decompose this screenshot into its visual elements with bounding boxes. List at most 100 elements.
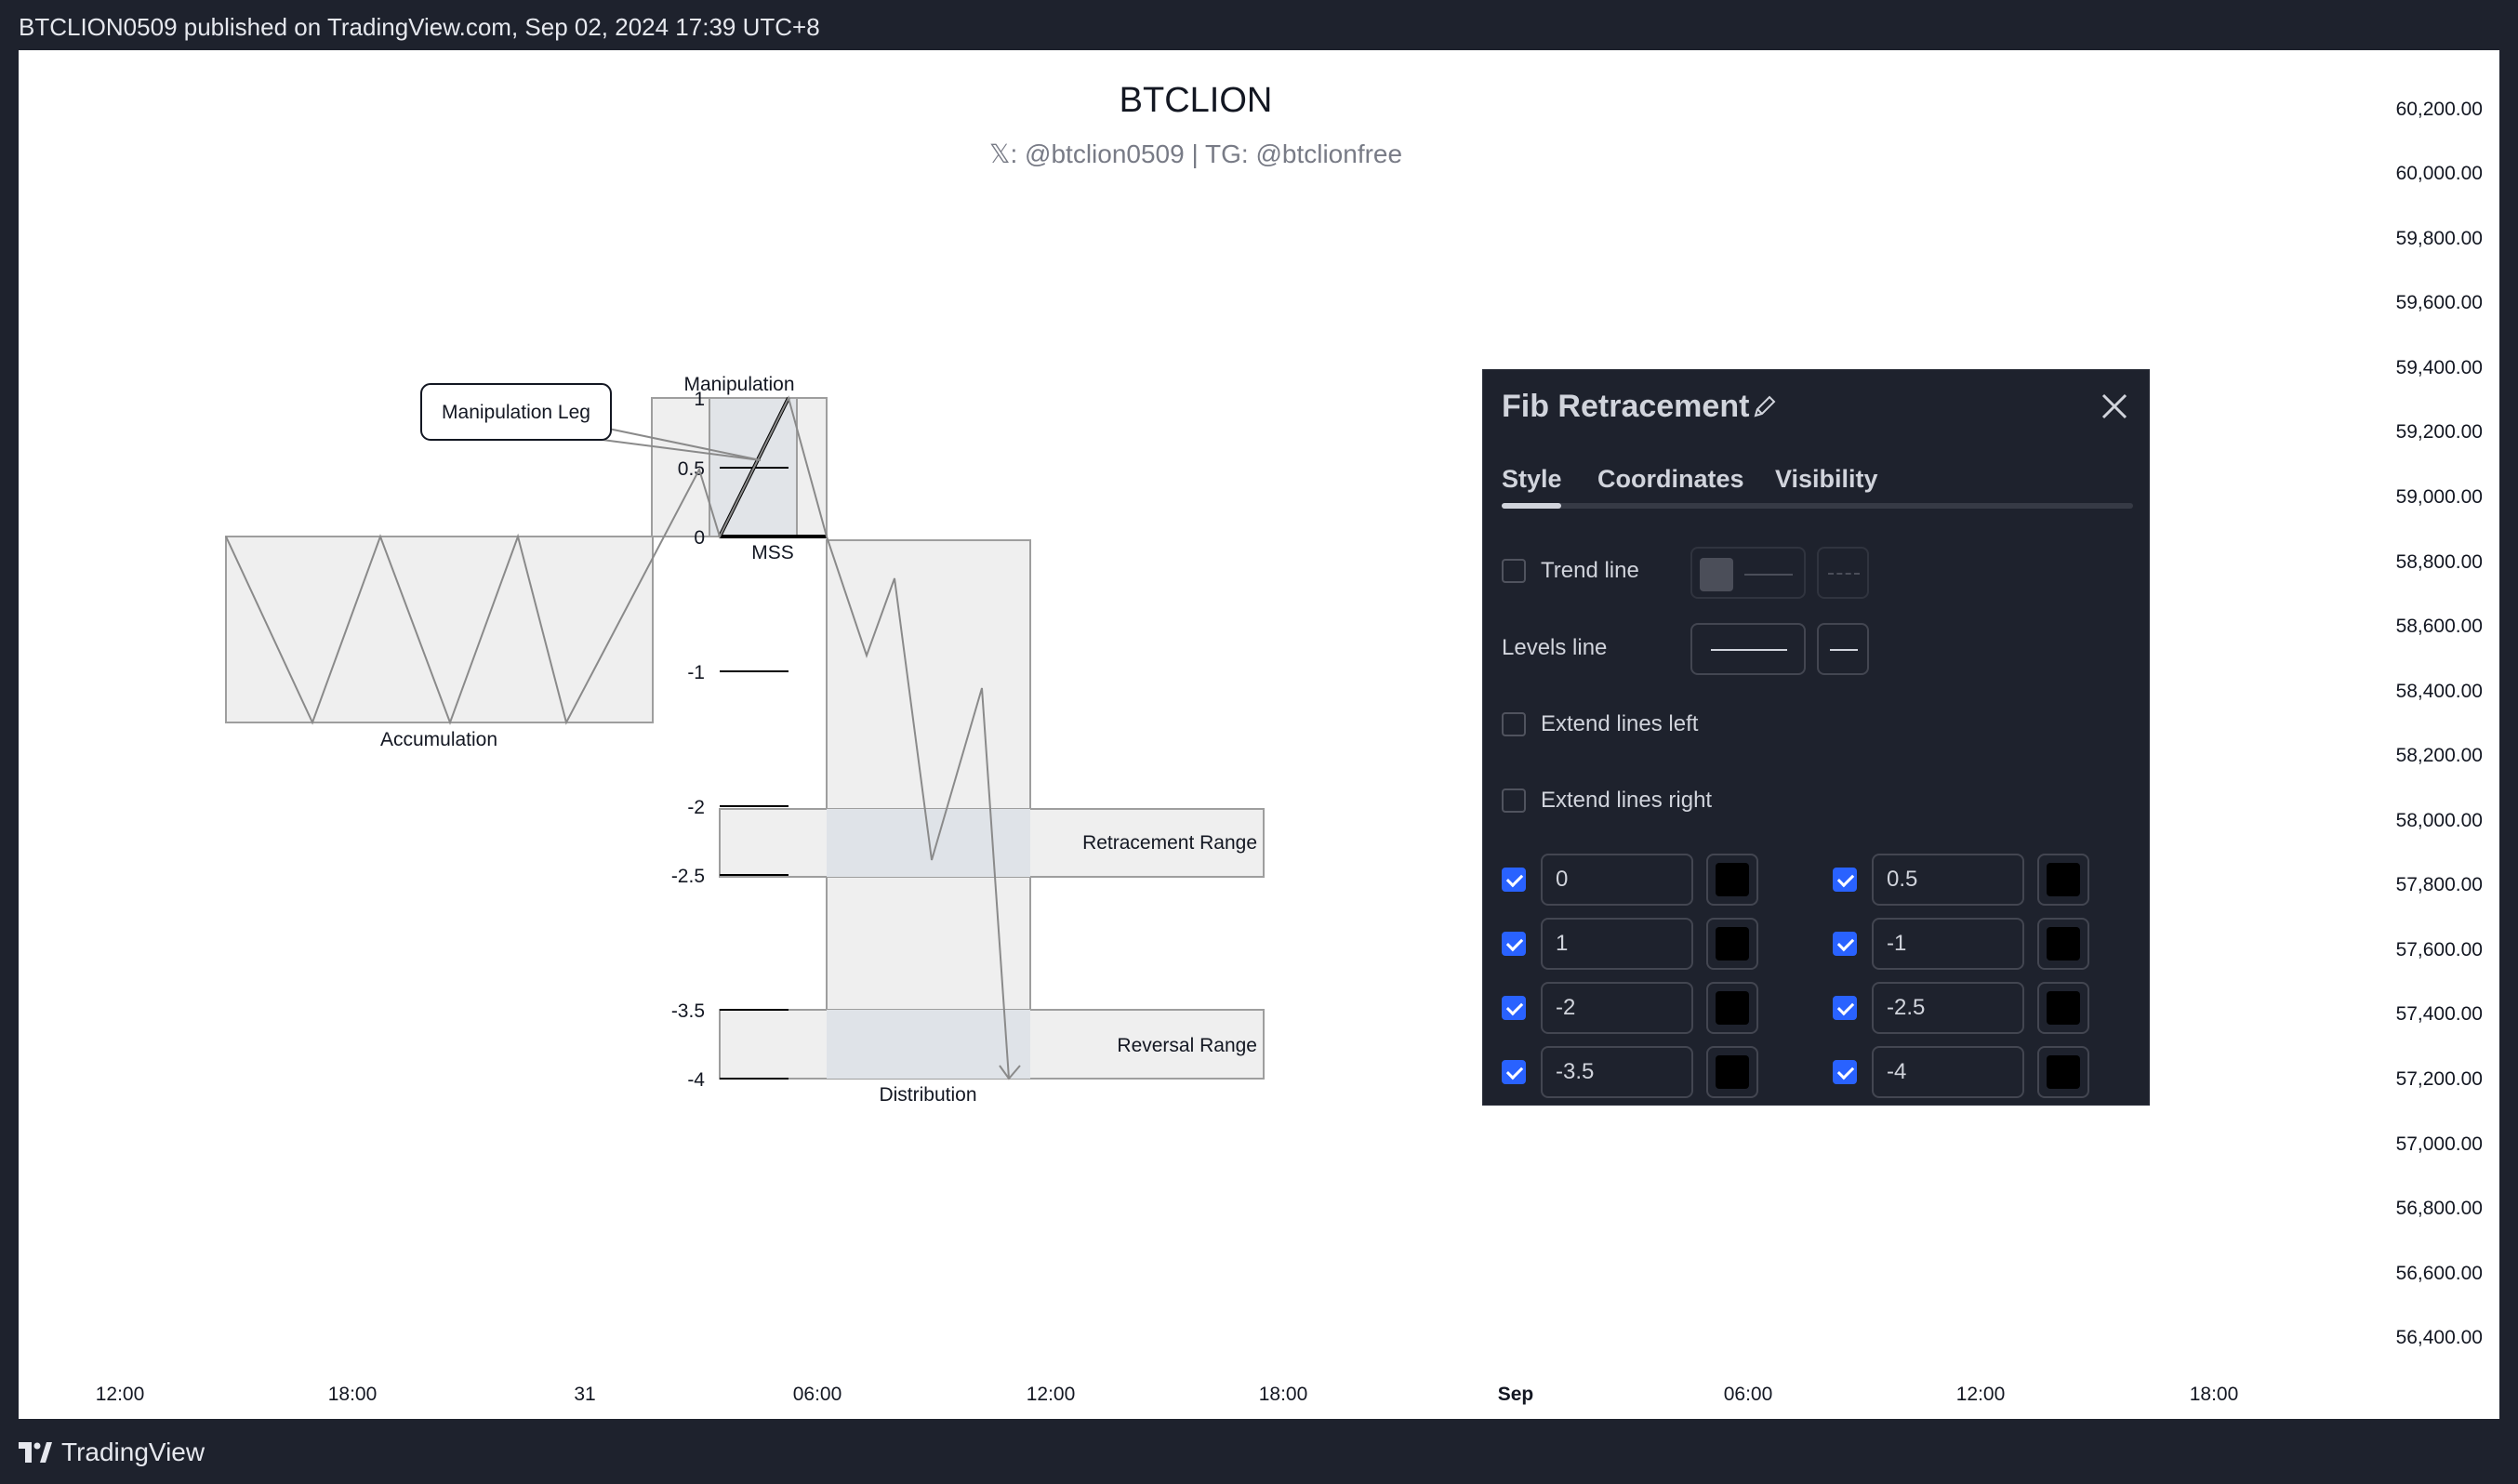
time-tick: 06:00	[793, 1384, 842, 1405]
callout-pointer	[594, 438, 762, 461]
level-input[interactable]: -4	[1872, 1046, 2024, 1098]
brand-name: TradingView	[61, 1438, 205, 1466]
fib-label: -4	[687, 1069, 705, 1091]
price-tick: 57,600.00	[2396, 939, 2483, 961]
levels-line-label: Levels line	[1502, 635, 1608, 660]
level-checkbox[interactable]	[1833, 1060, 1857, 1084]
level-input[interactable]: -2	[1541, 982, 1693, 1034]
level-checkbox[interactable]	[1502, 1060, 1526, 1084]
level-checkbox[interactable]	[1833, 868, 1857, 892]
tab-visibility[interactable]: Visibility	[1775, 465, 1878, 493]
price-tick: 59,000.00	[2396, 486, 2483, 508]
price-path[interactable]	[225, 395, 1010, 1080]
trend-line-dash-button[interactable]	[1817, 547, 1869, 599]
trend-line-checkbox[interactable]	[1502, 559, 1526, 583]
time-tick: 18:00	[1259, 1384, 1308, 1405]
time-tick: 12:00	[1027, 1384, 1076, 1405]
fib-label: 0	[694, 527, 705, 549]
tradingview-logo-icon	[19, 1442, 52, 1463]
chart-canvas[interactable]: BTCLION 𝕏: @btclion0509 | TG: @btclionfr…	[19, 50, 2499, 1419]
fib-retracement-dialog[interactable]: Fib Retracement Style Coordinates Visibi…	[1482, 369, 2150, 1106]
level-input[interactable]: -2.5	[1872, 982, 2024, 1034]
tradingview-logo[interactable]: TradingView	[19, 1438, 205, 1467]
tab-coordinates[interactable]: Coordinates	[1597, 465, 1744, 493]
level-checkbox[interactable]	[1502, 996, 1526, 1020]
level-input[interactable]: -1	[1872, 918, 2024, 970]
fib-label: -3.5	[671, 1000, 705, 1022]
price-tick: 60,200.00	[2396, 99, 2483, 120]
extend-right-label: Extend lines right	[1541, 788, 1713, 813]
price-tick: 56,400.00	[2396, 1327, 2483, 1348]
publish-info: BTCLION0509 published on TradingView.com…	[19, 13, 820, 41]
price-tick: 58,600.00	[2396, 616, 2483, 637]
price-tick: 60,000.00	[2396, 163, 2483, 184]
fib-label: -2	[687, 797, 705, 818]
level-input[interactable]: 1	[1541, 918, 1693, 970]
level-color-swatch[interactable]	[2037, 918, 2089, 970]
price-axis[interactable]: 60,200.00 60,000.00 59,800.00 59,600.00 …	[2396, 99, 2483, 1348]
level-checkbox[interactable]	[1833, 932, 1857, 956]
manipulation-leg-callout[interactable]	[420, 383, 612, 441]
level-color-swatch[interactable]	[2037, 1046, 2089, 1098]
price-tick: 56,600.00	[2396, 1263, 2483, 1284]
price-tick: 58,200.00	[2396, 745, 2483, 766]
price-tick: 57,400.00	[2396, 1003, 2483, 1025]
level-checkbox[interactable]	[1833, 996, 1857, 1020]
bottom-bar: TradingView	[0, 1419, 2518, 1484]
time-tick: 18:00	[2190, 1384, 2239, 1405]
time-axis[interactable]: 12:00 18:00 31 06:00 12:00 18:00 Sep 06:…	[96, 1384, 2239, 1405]
time-tick: 18:00	[328, 1384, 378, 1405]
price-tick: 58,000.00	[2396, 810, 2483, 831]
time-tick: 06:00	[1724, 1384, 1773, 1405]
level-color-swatch[interactable]	[1706, 854, 1758, 906]
level-checkbox[interactable]	[1502, 932, 1526, 956]
distribution-label: Distribution	[879, 1084, 976, 1106]
level-color-swatch[interactable]	[1706, 982, 1758, 1034]
retracement-range-label: Retracement Range	[1082, 832, 1257, 854]
extend-left-checkbox[interactable]	[1502, 712, 1526, 736]
tab-rail	[1502, 503, 2133, 509]
pencil-icon[interactable]	[1751, 392, 1779, 425]
trend-line-style-button[interactable]	[1690, 547, 1806, 599]
chart-title: BTCLION	[1120, 81, 1273, 120]
price-tick: 57,000.00	[2396, 1133, 2483, 1155]
level-input[interactable]: -3.5	[1541, 1046, 1693, 1098]
price-tick: 56,800.00	[2396, 1198, 2483, 1219]
arrow-head	[999, 1065, 1021, 1080]
chart-subtitle: 𝕏: @btclion0509 | TG: @btclionfree	[989, 139, 1402, 168]
price-tick: 59,600.00	[2396, 292, 2483, 313]
active-tab-indicator	[1502, 503, 1561, 509]
callout-pointer	[594, 425, 762, 461]
fib-label: -2.5	[671, 866, 705, 887]
level-color-swatch[interactable]	[1706, 1046, 1758, 1098]
price-tick: 58,400.00	[2396, 681, 2483, 702]
level-checkbox[interactable]	[1502, 868, 1526, 892]
level-color-swatch[interactable]	[2037, 982, 2089, 1034]
fib-level-lines	[720, 467, 789, 1080]
tab-style[interactable]: Style	[1502, 465, 1562, 493]
extend-right-checkbox[interactable]	[1502, 788, 1526, 813]
accumulation-label: Accumulation	[380, 729, 497, 750]
level-color-swatch[interactable]	[1706, 918, 1758, 970]
level-color-swatch[interactable]	[2037, 854, 2089, 906]
fib-label: -1	[687, 662, 705, 683]
reversal-range-label: Reversal Range	[1117, 1035, 1257, 1056]
trend-line-label: Trend line	[1541, 558, 1639, 583]
mss-label: MSS	[751, 542, 794, 563]
retracement-overlap	[827, 809, 1030, 877]
fib-label: 0.5	[678, 458, 705, 480]
close-icon[interactable]	[2101, 392, 2128, 425]
top-bar: BTCLION0509 published on TradingView.com…	[0, 0, 2518, 50]
reversal-overlap	[827, 1010, 1030, 1079]
manipulation-label: Manipulation	[683, 374, 794, 395]
fib-label: 1	[694, 389, 705, 410]
time-tick: 31	[574, 1384, 595, 1405]
level-input[interactable]: 0.5	[1872, 854, 2024, 906]
price-tick: 57,800.00	[2396, 874, 2483, 895]
level-input[interactable]: 0	[1541, 854, 1693, 906]
time-tick: 12:00	[1956, 1384, 2006, 1405]
price-tick: 59,400.00	[2396, 357, 2483, 378]
price-tick: 59,200.00	[2396, 421, 2483, 443]
levels-line-width-button[interactable]	[1690, 623, 1806, 675]
levels-line-style-button[interactable]	[1817, 623, 1869, 675]
